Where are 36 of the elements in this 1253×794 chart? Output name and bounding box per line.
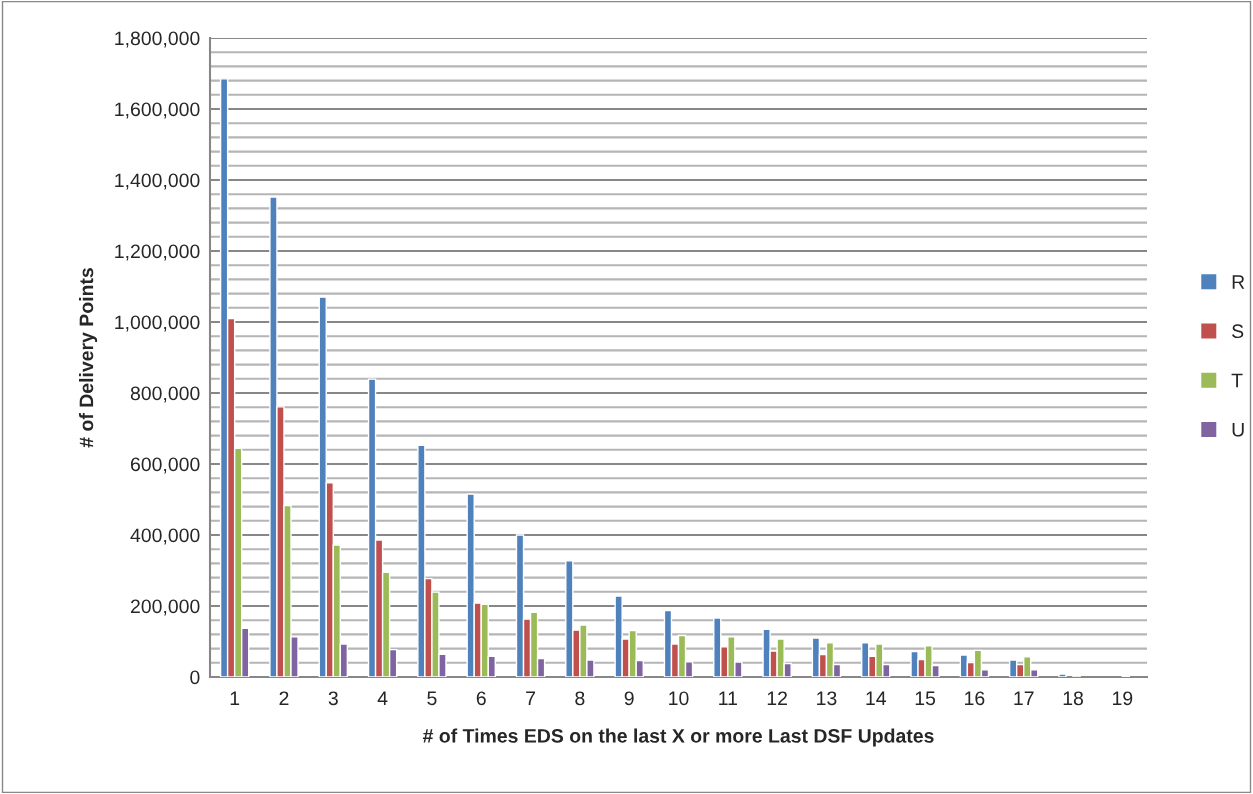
x-tick-label: 3 [328,691,338,706]
x-tick-label: 10 [669,691,689,706]
y-tick-label: 0 [190,670,200,685]
x-tick-label: 12 [767,691,787,705]
x-tick-label: 15 [915,691,936,706]
y-tick-label: 1,400,000 [115,173,200,190]
x-tick-label: 11 [719,691,737,705]
y-axis-title: # of Delivery Points [78,268,98,448]
legend-label: R [1232,275,1245,289]
x-tick-label: 18 [1063,691,1083,706]
x-tick-label: 9 [624,691,634,706]
legend-label: S [1232,324,1244,339]
y-tick-label: 1,600,000 [115,102,200,119]
bar [1058,673,1067,677]
x-tick-label: 1 [230,691,240,705]
x-tick-label: 8 [575,691,585,706]
y-tick-label: 1,000,000 [115,315,200,332]
x-tick-label: 2 [279,691,289,705]
x-tick-label: 14 [866,691,887,705]
y-tick-label: 800,000 [130,386,200,403]
x-tick-label: 19 [1113,691,1133,706]
x-tick-label: 7 [526,691,535,705]
x-tick-label: 13 [817,691,837,706]
x-tick-label: 17 [1014,691,1034,705]
x-axis-title: # of Times EDS on the last X or more Last DSF Updates [422,728,934,747]
legend-label: U [1232,423,1244,437]
y-tick-label: 1,800,000 [115,31,200,48]
x-tick-label: 5 [427,691,437,706]
x-tick-label: 4 [377,691,388,705]
y-tick-label: 600,000 [130,457,200,474]
y-tick-label: 200,000 [130,599,200,616]
legend-label: T [1231,373,1243,388]
x-tick-label: 6 [476,691,486,706]
x-tick-label: 16 [965,691,985,706]
y-tick-label: 1,200,000 [115,244,200,261]
y-tick-label: 400,000 [130,528,200,545]
